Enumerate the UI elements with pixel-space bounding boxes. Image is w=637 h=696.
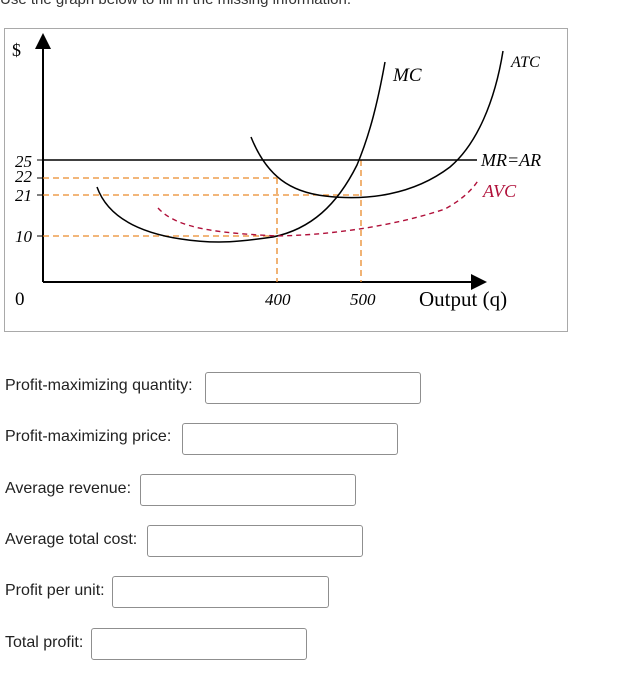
question-label-average-total-cost: Average total cost:: [5, 531, 138, 548]
x-axis-label: Output (q): [419, 287, 507, 311]
label-atc: ATC: [510, 54, 540, 71]
label-avc: AVC: [482, 181, 517, 201]
mc-curve: [96, 61, 386, 243]
atc-curve: [250, 50, 504, 199]
x-tick-label-500: 500: [350, 290, 376, 309]
instruction-text: Use the graph below to fill in the missi…: [0, 0, 351, 8]
y-tick-label-0: 0: [15, 289, 25, 310]
profit-per-unit-input[interactable]: [112, 576, 329, 608]
x-tick-label-400: 400: [265, 290, 291, 309]
question-label-profit-per-unit: Profit per unit:: [5, 582, 105, 599]
guide-lines: [43, 160, 362, 282]
cost-revenue-graph: MC ATC MR=AR AVC $ Output (q) 25 22 21 1…: [4, 28, 568, 332]
question-label-price: Profit-maximizing price:: [5, 428, 172, 445]
profit-maximizing-price-input[interactable]: [182, 423, 398, 455]
total-profit-input[interactable]: [91, 628, 307, 660]
average-total-cost-input[interactable]: [147, 525, 363, 557]
y-tick-label-25: 25: [15, 152, 32, 171]
average-revenue-input[interactable]: [140, 474, 356, 506]
y-tick-label-21: 21: [15, 186, 32, 205]
question-label-average-revenue: Average revenue:: [5, 480, 132, 497]
label-mr-ar: MR=AR: [480, 150, 541, 170]
question-label-total-profit: Total profit:: [5, 634, 84, 651]
question-label-quantity: Profit-maximizing quantity:: [5, 377, 193, 394]
label-mc: MC: [392, 65, 422, 86]
y-tick-label-22: 22: [15, 167, 33, 186]
y-axis-label: $: [12, 40, 21, 60]
profit-maximizing-quantity-input[interactable]: [205, 372, 421, 404]
avc-curve: [157, 178, 480, 237]
y-tick-label-10: 10: [15, 227, 33, 246]
